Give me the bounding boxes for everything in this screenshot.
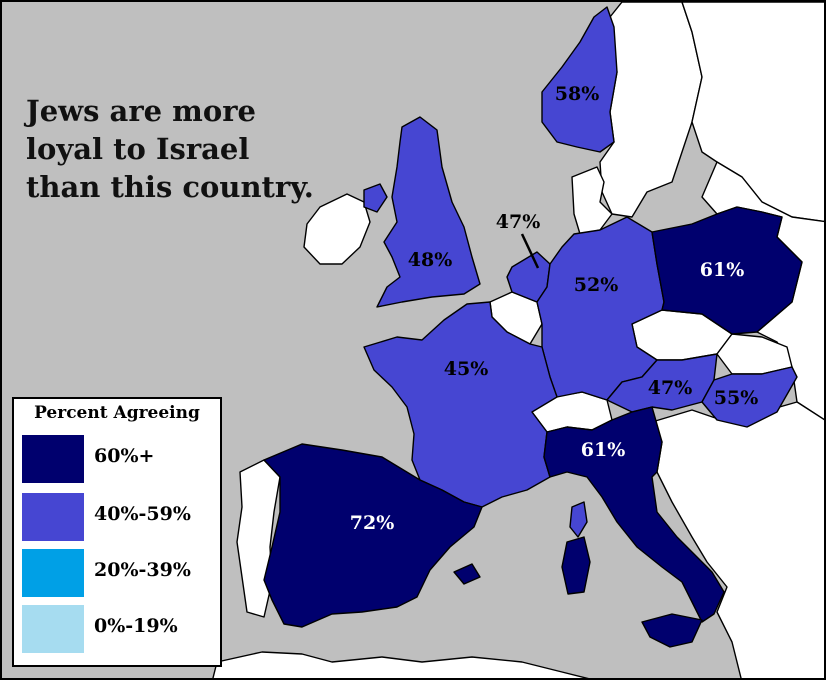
legend-label: 60%+ xyxy=(94,445,155,467)
legend-item-20-39: 20%-39% xyxy=(22,549,217,601)
legend-label: 20%-39% xyxy=(94,559,191,581)
legend-label: 40%-59% xyxy=(94,503,191,525)
label-hungary: 55% xyxy=(713,387,759,409)
region-norway xyxy=(541,6,618,153)
region-balearic xyxy=(453,563,481,585)
label-spain: 72% xyxy=(349,512,395,534)
region-sicily xyxy=(641,613,703,648)
legend-swatch xyxy=(22,549,84,597)
region-corsica xyxy=(569,501,588,538)
legend-swatch xyxy=(22,605,84,653)
region-poland xyxy=(651,206,803,335)
region-italy xyxy=(543,406,725,623)
region-sardinia xyxy=(561,536,591,595)
label-netherlands: 47% xyxy=(495,211,541,233)
legend-item-40-59: 40%-59% xyxy=(22,493,217,545)
region-denmark xyxy=(571,166,613,235)
legend-swatch xyxy=(22,493,84,541)
region-ireland xyxy=(303,193,371,265)
label-austria: 47% xyxy=(647,377,693,399)
legend-label: 0%-19% xyxy=(94,615,178,637)
legend-item-0-19: 0%-19% xyxy=(22,605,217,657)
region-spain xyxy=(263,443,483,628)
region-uk xyxy=(376,116,481,308)
legend: Percent Agreeing 60%+ 40%-59% 20%-39% 0%… xyxy=(12,397,222,667)
region-hungary xyxy=(701,366,798,428)
region-northern-ireland xyxy=(363,183,388,213)
label-poland: 61% xyxy=(699,259,745,281)
netherlands-leader-line xyxy=(520,233,540,269)
label-italy: 61% xyxy=(580,439,626,461)
legend-title: Percent Agreeing xyxy=(34,403,200,423)
map-title: Jews are more loyal to Israel than this … xyxy=(26,94,314,204)
legend-item-60-plus: 60%+ xyxy=(22,435,217,487)
label-germany: 52% xyxy=(573,274,619,296)
label-uk: 48% xyxy=(407,249,453,271)
legend-swatch xyxy=(22,435,84,483)
label-norway: 58% xyxy=(554,83,600,105)
region-north-africa xyxy=(212,651,589,678)
label-france: 45% xyxy=(443,358,489,380)
